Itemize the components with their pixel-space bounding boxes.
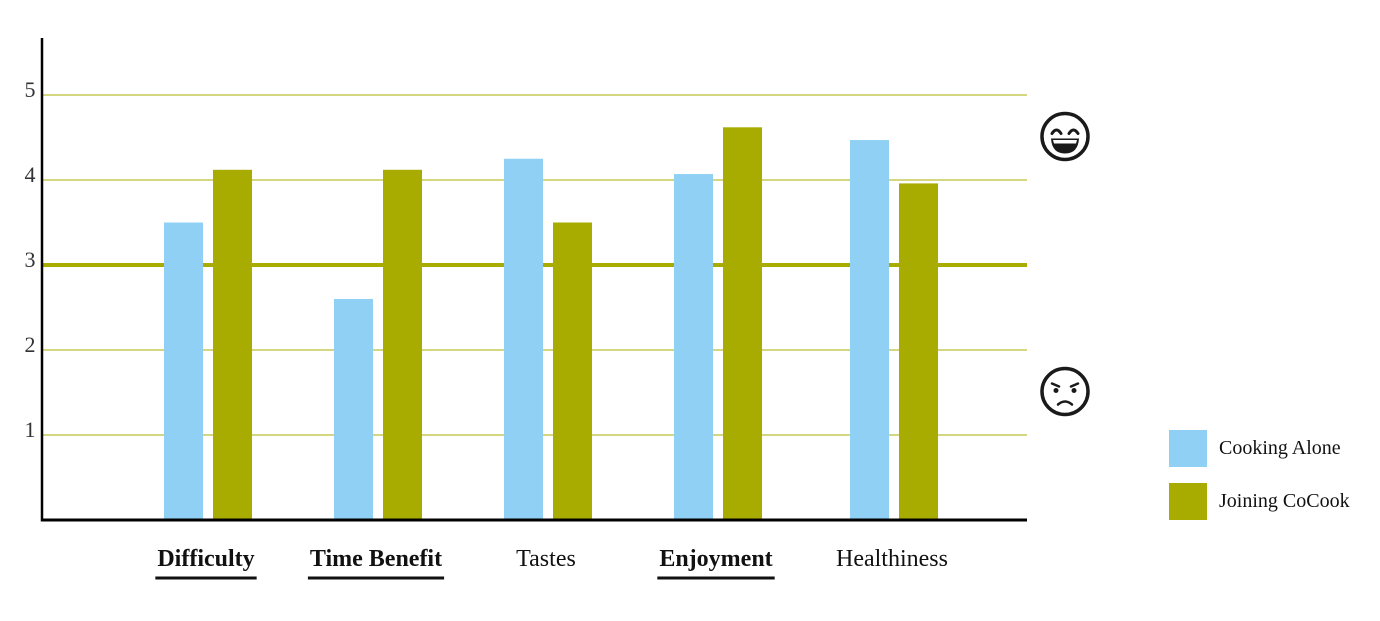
legend-item: Cooking Alone <box>1169 430 1341 467</box>
face-outline <box>1040 366 1090 417</box>
legend-label: Cooking Alone <box>1219 437 1341 459</box>
y-tick-label: 3 <box>25 247 36 272</box>
category-label-tastes: Tastes <box>516 546 576 572</box>
face-outline <box>1040 111 1090 162</box>
legend-label: Joining CoCook <box>1219 490 1350 512</box>
sad-face-icon <box>1040 366 1090 417</box>
bars <box>164 127 938 521</box>
category-labels: Difficulty Time Benefit Tastes Enjoyment Hea… <box>155 546 948 580</box>
category-label-enjoyment: Enjoyment <box>659 546 772 572</box>
bar-joining-cocook-healthiness <box>899 183 938 520</box>
y-tick-label: 1 <box>25 417 36 442</box>
right-brow <box>1069 382 1080 388</box>
mouth <box>1056 400 1074 406</box>
left-eye <box>1053 388 1059 393</box>
bar-joining-cocook-tastes <box>553 222 592 520</box>
legend: Cooking Alone Joining CoCook <box>1169 430 1350 520</box>
bar-cooking-alone-difficulty <box>164 222 203 520</box>
bar-cooking-alone-enjoyment <box>674 174 713 521</box>
legend-swatch <box>1169 430 1207 467</box>
laughing-face-icon <box>1040 111 1090 162</box>
bar-cooking-alone-healthiness <box>850 140 889 521</box>
category-label-time-benefit: Time Benefit <box>310 546 442 572</box>
bar-cooking-alone-time-benefit <box>334 299 373 520</box>
left-brow <box>1050 382 1061 388</box>
category-label-difficulty: Difficulty <box>157 546 254 572</box>
y-tick-label: 4 <box>25 162 36 187</box>
bar-joining-cocook-difficulty <box>213 169 252 521</box>
bar-joining-cocook-time-benefit <box>383 169 422 521</box>
y-tick-label: 5 <box>25 77 36 102</box>
right-eye <box>1071 388 1077 393</box>
y-tick-labels: 1 2 3 4 5 <box>25 77 36 442</box>
left-eye <box>1050 128 1063 135</box>
bar-cooking-alone-tastes <box>504 158 543 520</box>
bar-joining-cocook-enjoyment <box>723 127 762 521</box>
teeth <box>1053 140 1077 144</box>
mood-icons <box>1040 111 1090 417</box>
category-label-healthiness: Healthiness <box>836 546 948 572</box>
legend-swatch <box>1169 483 1207 520</box>
axes <box>40 38 1027 522</box>
y-tick-label: 2 <box>25 332 36 357</box>
right-eye <box>1067 128 1080 135</box>
legend-item: Joining CoCook <box>1169 483 1350 520</box>
